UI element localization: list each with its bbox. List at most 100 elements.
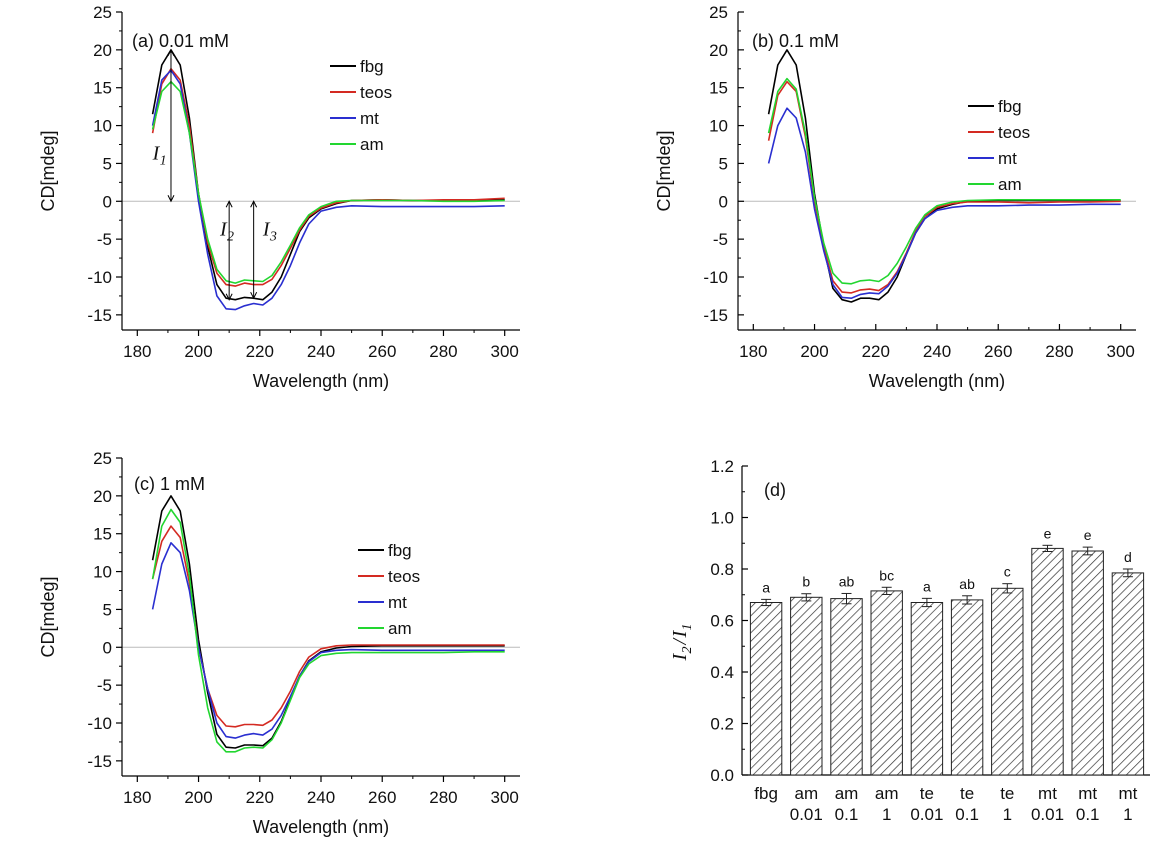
category-label-line1: fbg <box>754 784 778 803</box>
series-line-teos <box>767 80 1121 294</box>
significance-letter: ab <box>959 576 975 592</box>
x-tick-label: 240 <box>307 342 335 361</box>
y-axis-title-subscript: 1 <box>680 624 695 631</box>
bar <box>991 587 1024 776</box>
y-tick-label: -15 <box>87 306 112 325</box>
series-line-mt <box>767 107 1121 299</box>
x-tick-label: 260 <box>984 342 1012 361</box>
x-tick-label: 260 <box>368 342 396 361</box>
panel-title: (c) 1 mM <box>134 474 205 494</box>
significance-letter: ab <box>839 573 855 589</box>
annotation-arrowhead <box>167 195 175 203</box>
category-label-line2: 0.1 <box>1076 805 1100 824</box>
series-line-mt <box>151 542 505 739</box>
bar <box>910 602 944 776</box>
y-tick-label: 25 <box>93 3 112 22</box>
legend-label-am: am <box>998 175 1022 194</box>
series-line-fbg <box>151 49 505 301</box>
x-axis-title: Wavelength (nm) <box>253 371 389 391</box>
bar <box>830 598 863 776</box>
annotation-subscript: 3 <box>269 229 277 244</box>
x-axis-title: Wavelength (nm) <box>253 817 389 837</box>
y-tick-label: 0.2 <box>710 715 734 734</box>
x-tick-label: 200 <box>184 342 212 361</box>
y-tick-label: -10 <box>87 714 112 733</box>
significance-letter: d <box>1124 549 1132 565</box>
y-tick-label: 25 <box>709 3 728 22</box>
category-label-line2: 0.01 <box>910 805 943 824</box>
y-tick-label: -5 <box>97 676 112 695</box>
significance-letter: e <box>1044 525 1052 541</box>
y-tick-label: 15 <box>93 525 112 544</box>
annotation-subscript: 2 <box>227 229 234 244</box>
panel-c-cd-spectrum: -15 -10 -5 0 5 10 15 20 25 180 200 220 240 260 280 300 W… <box>38 449 520 837</box>
x-tick-label: 200 <box>184 788 212 807</box>
y-tick-label: 5 <box>719 154 728 173</box>
y-tick-label: -15 <box>87 752 112 771</box>
x-tick-label: 240 <box>923 342 951 361</box>
y-tick-label: 1.2 <box>710 457 734 476</box>
x-tick-label: 180 <box>739 342 767 361</box>
x-tick-label: 260 <box>368 788 396 807</box>
x-tick-label: 280 <box>429 342 457 361</box>
y-tick-label: 0 <box>719 192 728 211</box>
significance-letter: c <box>1004 564 1011 580</box>
annotation-arrowhead <box>250 291 258 300</box>
legend-label-fbg: fbg <box>998 97 1022 116</box>
y-axis-title-symbol: I <box>669 630 691 639</box>
y-tick-label: -15 <box>703 306 728 325</box>
category-label-line1: te <box>920 784 934 803</box>
annotation-subscript: 1 <box>160 154 167 169</box>
significance-letter: a <box>923 578 931 594</box>
x-tick-label: 280 <box>1045 342 1073 361</box>
bar <box>1031 547 1064 776</box>
panel-title: (d) <box>764 480 786 500</box>
legend-label-mt: mt <box>360 109 379 128</box>
category-label-line2: 1 <box>1003 805 1012 824</box>
category-label-line1: mt <box>1078 784 1097 803</box>
category-label-line1: am <box>875 784 899 803</box>
y-tick-label: 20 <box>709 41 728 60</box>
y-tick-label: 5 <box>103 600 112 619</box>
y-tick-label: 20 <box>93 487 112 506</box>
panel-title: (b) 0.1 mM <box>752 31 839 51</box>
legend-label-mt: mt <box>998 149 1017 168</box>
category-label-line2: 0.1 <box>835 805 859 824</box>
y-tick-label: 0.0 <box>710 766 734 785</box>
legend-label-mt: mt <box>388 593 407 612</box>
legend-label-teos: teos <box>998 123 1030 142</box>
significance-letter: b <box>802 574 810 590</box>
category-label-line2: 0.01 <box>1031 805 1064 824</box>
y-tick-label: 10 <box>709 117 728 136</box>
series-line-am <box>151 508 505 753</box>
y-tick-label: -10 <box>87 268 112 287</box>
category-label-line1: am <box>794 784 818 803</box>
category-label-line2: 0.1 <box>955 805 979 824</box>
x-tick-label: 220 <box>246 342 274 361</box>
category-label-line2: 1 <box>882 805 891 824</box>
bar <box>790 596 823 776</box>
y-tick-label: 0.4 <box>710 663 734 682</box>
significance-letter: a <box>762 579 770 595</box>
y-tick-label: 1.0 <box>710 509 734 528</box>
series-line-am <box>767 77 1121 285</box>
x-tick-label: 180 <box>123 342 151 361</box>
annotation-symbol: I <box>262 218 271 240</box>
series-line-mt <box>151 69 505 311</box>
annotation-arrowhead <box>225 200 233 208</box>
y-axis-title: I2/I1 <box>669 624 695 662</box>
y-axis-title: CD[mdeg] <box>654 130 674 211</box>
y-tick-label: 25 <box>93 449 112 468</box>
series-line-teos <box>151 68 505 287</box>
legend-label-teos: teos <box>360 83 392 102</box>
y-axis-title: CD[mdeg] <box>38 130 58 211</box>
y-tick-label: -5 <box>97 230 112 249</box>
y-axis-title-slash: / <box>669 637 691 646</box>
significance-letter: bc <box>879 567 894 583</box>
panel-a-cd-spectrum: -15 -10 -5 0 5 10 15 20 25 180 200 220 240 260 280 300 W… <box>38 3 520 391</box>
bar <box>1111 572 1145 776</box>
category-label-line1: mt <box>1118 784 1137 803</box>
category-label-line1: te <box>960 784 974 803</box>
y-tick-label: 0.6 <box>710 612 734 631</box>
annotation-arrowhead <box>250 200 258 208</box>
